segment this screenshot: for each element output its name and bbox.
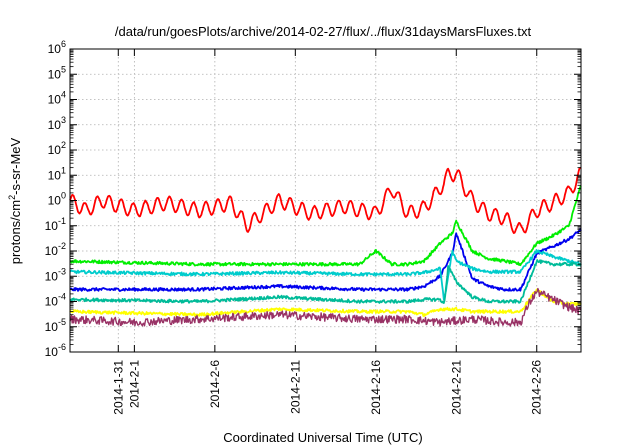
y-tick-label: 10-6 [45,342,66,359]
y-tick-base: 10 [45,320,59,334]
y-axis-label-pre: protons/cm [8,200,23,264]
series-line-7 [69,287,582,327]
y-axis-label-sup: 2 [7,195,17,200]
y-axis-label: protons/cm2-s-sr-MeV [7,137,23,264]
y-tick-exponent: -5 [58,317,66,327]
y-tick-exponent: 6 [61,39,66,49]
series-line-2 [69,185,582,267]
y-tick-exponent: -6 [58,342,66,352]
x-tick-labels: 2014-1-31 2014-2-1 2014-2-6 2014-2-11 2014-2… [111,360,543,415]
y-tick-label: 105 [48,64,66,81]
x-tick-label: 2014-2-16 [369,360,383,415]
y-tick-label: 103 [48,115,66,132]
chart-title: /data/run/goesPlots/archive/2014-02-27/f… [115,24,532,39]
y-tick-base: 10 [48,67,62,81]
y-tick-label: 102 [48,140,66,157]
y-tick-label: 10-4 [45,292,66,309]
y-tick-base: 10 [45,295,59,309]
grid [70,49,581,352]
y-tick-label: 10-3 [45,266,66,283]
y-tick-base: 10 [48,42,62,56]
x-tick-label: 2014-2-26 [530,360,544,415]
series-lines [69,166,582,327]
x-tick-label: 2014-2-21 [449,360,463,415]
y-tick-exponent: 3 [61,115,66,125]
axis-ticks [70,48,581,353]
x-tick-label: 2014-2-6 [208,360,222,408]
y-tick-label: 104 [48,90,66,107]
x-tick-label: 2014-2-11 [288,360,302,414]
y-tick-label: 101 [48,165,66,182]
y-tick-exponent: 5 [61,64,66,74]
y-tick-base: 10 [45,219,59,233]
y-tick-labels: 10-610-510-410-310-210-11001011021031041… [45,39,66,359]
y-tick-exponent: 4 [61,90,66,100]
y-tick-base: 10 [48,118,62,132]
x-tick-label: 2014-1-31 [111,360,125,415]
y-tick-label: 10-5 [45,317,66,334]
y-tick-base: 10 [45,244,59,258]
y-tick-exponent: -2 [58,241,66,251]
y-tick-base: 10 [48,168,62,182]
y-tick-base: 10 [48,194,62,208]
y-tick-label: 106 [48,39,66,56]
y-tick-base: 10 [45,269,59,283]
y-tick-base: 10 [45,345,59,359]
series-line-4 [69,249,582,301]
y-tick-base: 10 [48,143,62,157]
y-tick-exponent: -4 [58,292,66,302]
y-tick-label: 10-2 [45,241,66,258]
y-tick-label: 100 [48,191,66,208]
y-tick-exponent: 2 [61,140,66,150]
y-tick-label: 10-1 [45,216,66,233]
series-line-5 [69,259,582,304]
y-tick-base: 10 [48,93,62,107]
y-tick-exponent: 0 [61,191,66,201]
y-tick-exponent: -1 [58,216,66,226]
x-axis-label: Coordinated Universal Time (UTC) [223,430,422,445]
y-tick-exponent: -3 [58,266,66,276]
series-line-3 [69,228,582,292]
series-line-1 [69,166,582,234]
series-line-6 [69,288,582,318]
y-axis-label-post: -s-sr-MeV [8,137,23,194]
x-tick-label: 2014-2-1 [127,360,141,408]
y-tick-exponent: 1 [61,165,66,175]
